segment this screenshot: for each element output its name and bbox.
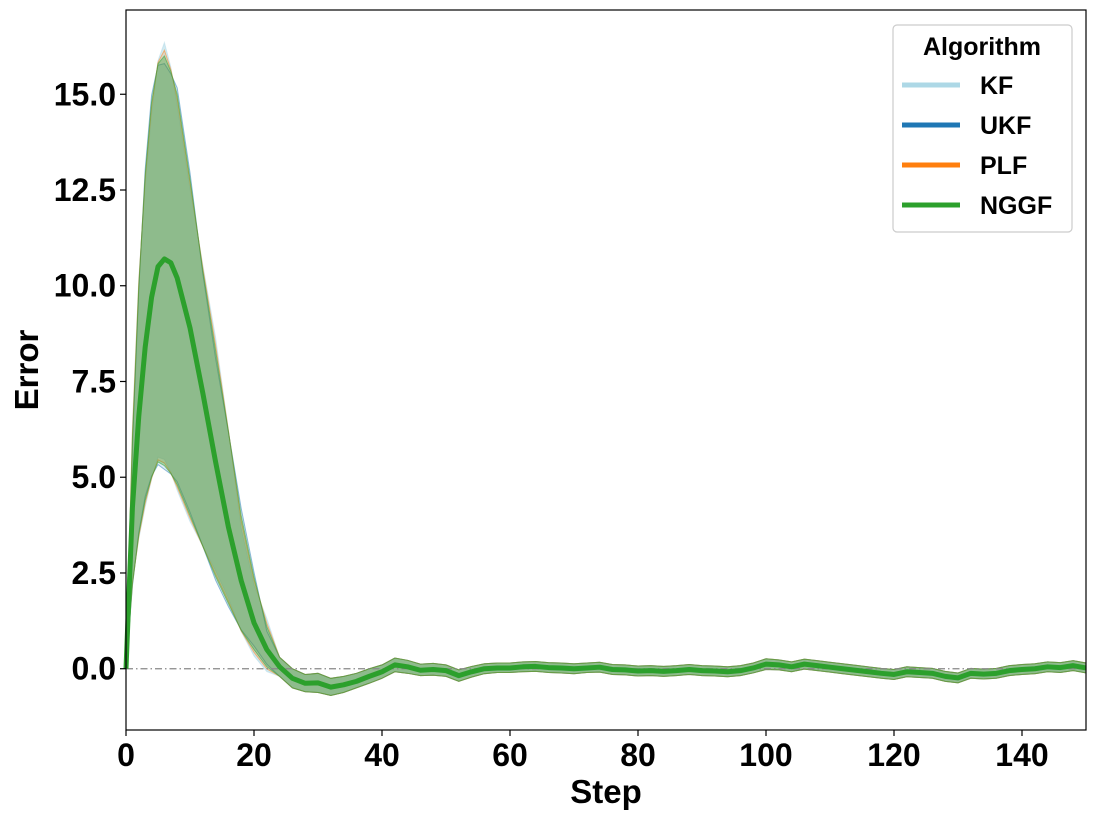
nggf-mean-line bbox=[123, 256, 1087, 690]
x-tick-label: 80 bbox=[620, 737, 656, 773]
y-tick-label: 0.0 bbox=[72, 651, 116, 687]
y-tick-label: 5.0 bbox=[72, 459, 116, 495]
y-tick-label: 7.5 bbox=[72, 363, 116, 399]
x-tick-label: 100 bbox=[739, 737, 792, 773]
x-tick-label: 20 bbox=[236, 737, 272, 773]
y-tick-label: 12.5 bbox=[54, 172, 116, 208]
x-tick-label: 0 bbox=[117, 737, 135, 773]
y-tick-label: 10.0 bbox=[54, 268, 116, 304]
legend-title: Algorithm bbox=[923, 33, 1041, 61]
x-axis-ticks: 0 20 40 60 80 100 120 140 bbox=[117, 730, 1049, 773]
y-axis-title: Error bbox=[8, 329, 45, 410]
plot-area-frame bbox=[125, 9, 1087, 731]
legend-box bbox=[892, 24, 1073, 233]
legend-label-kf: KF bbox=[980, 72, 1013, 100]
legend-label-plf: PLF bbox=[980, 152, 1027, 180]
y-axis-ticks: 0.0 2.5 5.0 7.5 10.0 12.5 15.0 bbox=[54, 76, 126, 687]
x-tick-label: 140 bbox=[995, 737, 1048, 773]
y-tick-label: 2.5 bbox=[72, 555, 116, 591]
legend-label-nggf: NGGF bbox=[980, 192, 1052, 220]
legend-entries: KF UKF PLF NGGF bbox=[902, 72, 1052, 220]
x-tick-label: 120 bbox=[867, 737, 920, 773]
legend-label-ukf: UKF bbox=[980, 112, 1031, 140]
series-lines bbox=[123, 256, 1087, 690]
x-axis-title: Step bbox=[570, 773, 642, 810]
y-tick-label: 15.0 bbox=[54, 76, 116, 112]
legend: Algorithm KF UKF PLF NGGF bbox=[892, 24, 1073, 233]
x-tick-label: 60 bbox=[492, 737, 528, 773]
x-tick-label: 40 bbox=[364, 737, 400, 773]
